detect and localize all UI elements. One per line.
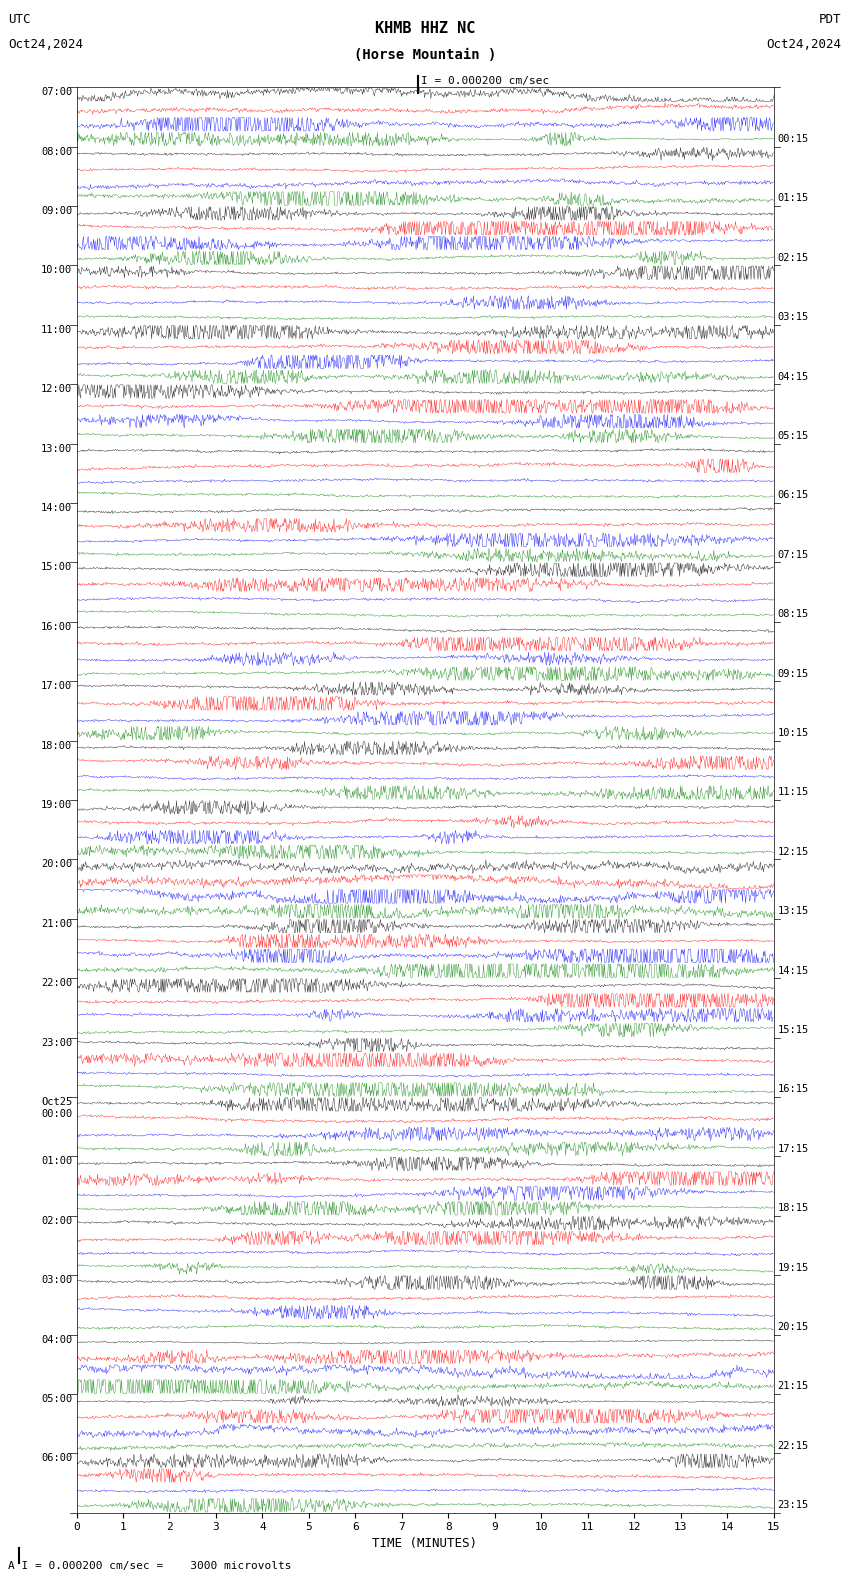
Text: 13:00: 13:00 — [41, 444, 72, 453]
Text: 01:00: 01:00 — [41, 1156, 72, 1166]
Text: I = 0.000200 cm/sec: I = 0.000200 cm/sec — [421, 76, 549, 86]
Text: 07:00: 07:00 — [41, 87, 72, 97]
Text: 05:15: 05:15 — [778, 431, 809, 440]
Text: 10:00: 10:00 — [41, 265, 72, 276]
Text: 15:00: 15:00 — [41, 562, 72, 572]
Text: 14:15: 14:15 — [778, 966, 809, 976]
Text: 19:00: 19:00 — [41, 800, 72, 809]
Text: 09:15: 09:15 — [778, 668, 809, 678]
Text: 15:15: 15:15 — [778, 1025, 809, 1034]
Text: 12:15: 12:15 — [778, 847, 809, 857]
Text: 23:15: 23:15 — [778, 1500, 809, 1510]
Text: 23:00: 23:00 — [41, 1038, 72, 1047]
Text: 21:15: 21:15 — [778, 1381, 809, 1391]
Text: 20:15: 20:15 — [778, 1323, 809, 1332]
Text: 20:00: 20:00 — [41, 859, 72, 870]
Text: 02:00: 02:00 — [41, 1217, 72, 1226]
Text: 11:15: 11:15 — [778, 787, 809, 797]
Text: A I = 0.000200 cm/sec =    3000 microvolts: A I = 0.000200 cm/sec = 3000 microvolts — [8, 1562, 292, 1571]
Text: 03:15: 03:15 — [778, 312, 809, 322]
Text: 00:15: 00:15 — [778, 135, 809, 144]
Text: 06:00: 06:00 — [41, 1454, 72, 1464]
Text: 04:15: 04:15 — [778, 372, 809, 382]
Text: 19:15: 19:15 — [778, 1262, 809, 1272]
Text: 16:00: 16:00 — [41, 621, 72, 632]
Text: 04:00: 04:00 — [41, 1334, 72, 1345]
Text: 17:15: 17:15 — [778, 1144, 809, 1153]
Text: 09:00: 09:00 — [41, 206, 72, 215]
Text: 17:00: 17:00 — [41, 681, 72, 691]
Text: Oct25
00:00: Oct25 00:00 — [41, 1096, 72, 1118]
Text: UTC: UTC — [8, 13, 31, 25]
Text: Oct24,2024: Oct24,2024 — [767, 38, 842, 51]
Text: 11:00: 11:00 — [41, 325, 72, 334]
Text: 06:15: 06:15 — [778, 491, 809, 501]
Text: KHMB HHZ NC: KHMB HHZ NC — [375, 21, 475, 35]
Text: 16:15: 16:15 — [778, 1085, 809, 1095]
Text: 13:15: 13:15 — [778, 906, 809, 916]
Text: 18:15: 18:15 — [778, 1204, 809, 1213]
Text: 21:00: 21:00 — [41, 919, 72, 928]
Text: 02:15: 02:15 — [778, 253, 809, 263]
Text: 08:15: 08:15 — [778, 610, 809, 619]
Text: 07:15: 07:15 — [778, 550, 809, 559]
Text: 12:00: 12:00 — [41, 385, 72, 394]
Text: 01:15: 01:15 — [778, 193, 809, 203]
Text: 22:15: 22:15 — [778, 1441, 809, 1451]
Text: 22:00: 22:00 — [41, 979, 72, 988]
Text: (Horse Mountain ): (Horse Mountain ) — [354, 48, 496, 62]
Text: PDT: PDT — [819, 13, 842, 25]
Text: 05:00: 05:00 — [41, 1394, 72, 1403]
Text: 14:00: 14:00 — [41, 504, 72, 513]
Text: 10:15: 10:15 — [778, 729, 809, 738]
X-axis label: TIME (MINUTES): TIME (MINUTES) — [372, 1536, 478, 1549]
Text: 08:00: 08:00 — [41, 146, 72, 157]
Text: 03:00: 03:00 — [41, 1275, 72, 1285]
Text: 18:00: 18:00 — [41, 741, 72, 751]
Text: Oct24,2024: Oct24,2024 — [8, 38, 83, 51]
